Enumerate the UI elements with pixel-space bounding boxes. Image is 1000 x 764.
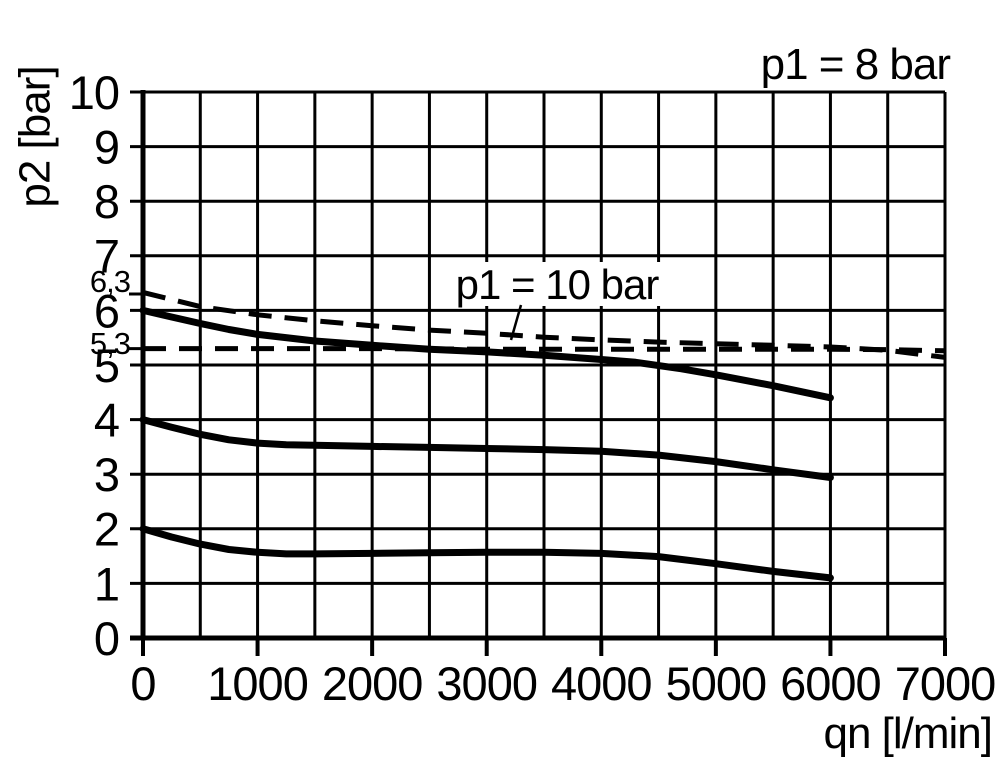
y-tick-label: 4 <box>94 394 119 447</box>
y-tick-label: 9 <box>94 121 119 174</box>
grid <box>129 90 947 656</box>
y-tick-label: 2 <box>94 503 119 556</box>
chart-title: p1 = 8 bar <box>761 40 951 89</box>
annotation-background <box>452 262 662 306</box>
y-tick-label: 3 <box>94 448 119 501</box>
curve-p1-8bar-setting-6bar <box>139 306 834 402</box>
x-tick-label: 6000 <box>780 657 881 710</box>
y-extra-tick-label: 5,3 <box>90 326 130 361</box>
x-axis-label: qn [l/min] <box>823 709 992 758</box>
x-tick-label: 1000 <box>207 657 308 710</box>
x-tick-label: 5000 <box>666 657 767 710</box>
y-extra-tick-label: 6,3 <box>90 264 130 299</box>
annotation-leader-line <box>509 304 523 341</box>
y-tick-label: 10 <box>69 66 119 119</box>
y-tick-label: 1 <box>94 557 119 610</box>
annotation-p1-10bar: p1 = 10 bar <box>456 261 660 308</box>
x-tick-label: 2000 <box>322 657 423 710</box>
x-tick-label: 3000 <box>436 657 537 710</box>
y-axis-label: p2 [bar] <box>11 66 60 207</box>
curve-reference-5.3bar <box>143 346 946 354</box>
y-tick-label: 0 <box>94 612 119 665</box>
x-tick-label: 0 <box>130 657 155 710</box>
y-tick-label: 6 <box>94 284 119 337</box>
y-tick-label: 5 <box>94 339 119 392</box>
x-tick-label: 4000 <box>551 657 652 710</box>
curve-p1-8bar-setting-4bar <box>139 416 834 481</box>
x-tick-label: 7000 <box>895 657 996 710</box>
curves <box>139 289 946 582</box>
curve-p1-8bar-setting-2bar <box>139 525 834 582</box>
y-tick-label: 7 <box>94 230 119 283</box>
curve-p1-10bar-setting-6.3bar <box>142 289 946 360</box>
y-tick-label: 8 <box>94 175 119 228</box>
